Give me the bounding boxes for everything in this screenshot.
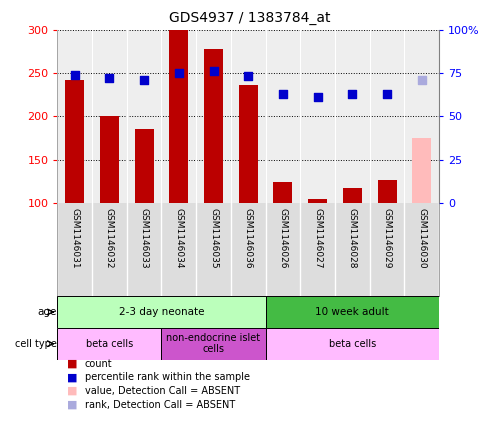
Point [348,91,356,97]
Text: GSM1146034: GSM1146034 [174,208,183,268]
Text: percentile rank within the sample: percentile rank within the sample [85,372,250,382]
Text: cell type: cell type [15,339,57,349]
Bar [265,328,439,360]
Text: GSM1146028: GSM1146028 [348,208,357,268]
Text: ■: ■ [67,386,78,396]
Point [210,68,218,74]
Text: beta cells: beta cells [86,339,133,349]
Text: GSM1146026: GSM1146026 [278,208,287,268]
Point [383,91,391,97]
Point [314,94,322,101]
Bar [162,30,196,203]
Text: GSM1146027: GSM1146027 [313,208,322,268]
Text: ■: ■ [67,372,78,382]
Text: GSM1146035: GSM1146035 [209,208,218,268]
Bar [300,30,335,203]
Bar [265,30,300,203]
Point [279,91,287,97]
Bar [412,138,431,203]
Bar [404,30,439,203]
Point [71,71,79,78]
Bar [127,30,162,203]
Bar [378,181,397,203]
Bar [335,30,370,203]
Bar [92,203,127,296]
Text: ■: ■ [67,359,78,369]
Bar [196,30,231,203]
Text: 10 week adult: 10 week adult [315,307,389,317]
Text: GSM1146029: GSM1146029 [383,208,392,268]
Point [105,75,113,82]
Bar [100,116,119,203]
Point [140,77,148,83]
Bar [231,30,265,203]
Bar [57,328,162,360]
Bar [335,203,370,296]
Text: count: count [85,359,112,369]
Bar [239,85,258,203]
Text: value, Detection Call = ABSENT: value, Detection Call = ABSENT [85,386,240,396]
Point [175,69,183,76]
Point [418,77,426,83]
Text: age: age [37,307,57,317]
Bar [162,203,196,296]
Bar [308,199,327,203]
Text: ■: ■ [67,400,78,409]
Text: non-endocrine islet
cells: non-endocrine islet cells [167,333,260,354]
Bar [370,203,404,296]
Bar [343,188,362,203]
Text: beta cells: beta cells [329,339,376,349]
Bar [265,203,300,296]
Bar [300,203,335,296]
Bar [370,30,404,203]
Bar [57,296,265,328]
Text: rank, Detection Call = ABSENT: rank, Detection Call = ABSENT [85,400,235,409]
Bar [127,203,162,296]
Bar [57,30,92,203]
Text: GSM1146031: GSM1146031 [70,208,79,268]
Bar [231,203,265,296]
Bar [135,129,154,203]
Bar [273,182,292,203]
Bar [65,80,84,203]
Text: GSM1146036: GSM1146036 [244,208,253,268]
Bar [196,203,231,296]
Bar [162,328,265,360]
Text: 2-3 day neonate: 2-3 day neonate [119,307,204,317]
Text: GSM1146032: GSM1146032 [105,208,114,268]
Point [244,73,252,80]
Bar [404,203,439,296]
Bar [169,30,189,203]
Text: GDS4937 / 1383784_at: GDS4937 / 1383784_at [169,11,330,25]
Bar [92,30,127,203]
Bar [57,203,92,296]
Text: GSM1146030: GSM1146030 [417,208,426,268]
Bar [204,49,223,203]
Bar [265,296,439,328]
Text: GSM1146033: GSM1146033 [140,208,149,268]
